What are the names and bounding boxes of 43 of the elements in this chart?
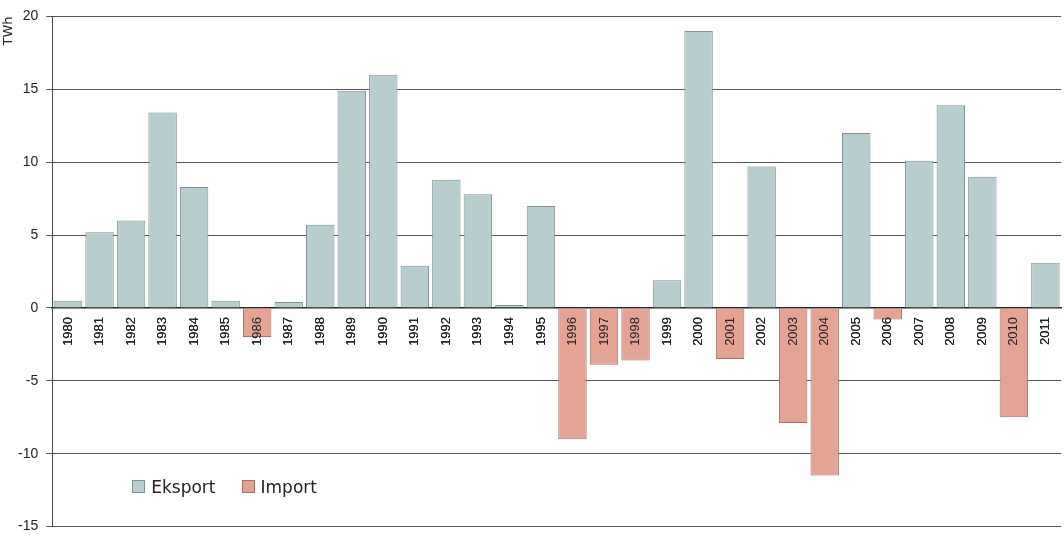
x-tick-label: 2008: [942, 316, 958, 346]
y-tick-label: -15: [18, 517, 39, 534]
x-tick-label: 2006: [879, 316, 895, 346]
y-tick-label: 15: [22, 80, 39, 97]
x-tick-label: 2011: [1036, 316, 1052, 345]
x-tick-label: 2010: [1005, 316, 1021, 346]
x-tick-label: 2003: [784, 316, 800, 346]
x-tick-label: 1980: [59, 316, 75, 346]
legend-label: Eksport: [151, 476, 216, 497]
x-tick-label: 2005: [847, 316, 863, 346]
x-tick-label: 1990: [374, 316, 390, 346]
y-tick-label: -5: [25, 371, 39, 388]
x-tick-label: 1991: [406, 316, 422, 346]
y-tick-label: -10: [18, 444, 39, 461]
x-tick-label: 2002: [753, 316, 769, 346]
y-axis-title: TWh: [0, 16, 15, 47]
x-tick-label: 1982: [122, 316, 138, 346]
x-tick-label: 1996: [564, 316, 580, 346]
y-tick-label: 10: [22, 153, 39, 170]
x-tick-label: 2000: [690, 316, 706, 346]
x-tick-label: 2001: [721, 316, 737, 346]
x-tick-label: 1998: [627, 316, 643, 346]
x-tick-label: 1995: [532, 316, 548, 346]
x-tick-label: 1989: [343, 316, 359, 346]
x-tick-label: 1981: [91, 316, 107, 346]
y-tick-label: 20: [22, 7, 39, 24]
y-tick-label: 0: [30, 298, 39, 315]
x-tick-label: 1983: [154, 316, 170, 346]
x-tick-label: 1993: [469, 316, 485, 346]
x-tick-label: 2007: [910, 316, 926, 346]
x-tick-label: 1984: [185, 316, 201, 346]
x-tick-label: 1992: [437, 316, 453, 346]
x-tick-label: 1988: [311, 316, 327, 346]
x-tick-label: 1987: [280, 316, 296, 346]
x-tick-label: 1985: [217, 316, 233, 346]
x-tick-label: 1986: [248, 316, 264, 346]
x-tick-label: 2004: [816, 316, 832, 346]
y-tick-label: 5: [30, 225, 39, 242]
x-tick-label: 2009: [973, 316, 989, 346]
x-tick-label: 1997: [595, 316, 611, 346]
x-tick-label: 1999: [658, 316, 674, 346]
x-tick-label: 1994: [500, 316, 516, 346]
legend-label: Import: [260, 476, 317, 497]
